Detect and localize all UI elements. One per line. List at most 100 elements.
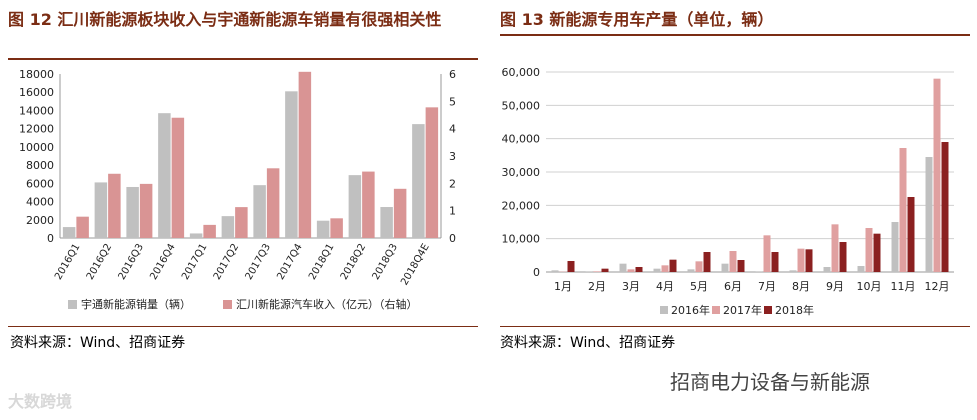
bar-2018: [771, 252, 779, 272]
bar-2017: [797, 248, 805, 272]
x-tick-label: 5月: [690, 280, 708, 293]
bar-2017: [933, 78, 941, 273]
x-tick-label: 2月: [588, 280, 606, 293]
bar-2017: [661, 265, 669, 272]
bar-inovance-revenue: [425, 107, 439, 238]
bar-yutong-sales: [348, 175, 362, 238]
legend-swatch-2018年: [764, 306, 772, 314]
bar-2016: [687, 269, 695, 272]
x-tick-label: 2018Q3: [371, 242, 400, 282]
bar-yutong-sales: [189, 233, 203, 238]
x-tick-label: 8月: [792, 280, 810, 293]
bar-inovance-revenue: [139, 183, 153, 238]
bar-yutong-sales: [221, 216, 235, 238]
bar-yutong-sales: [126, 186, 139, 238]
x-tick-label: 2016Q2: [85, 242, 114, 282]
y-tick-label: 20,000: [502, 199, 541, 212]
x-tick-label: 2018Q1: [307, 242, 336, 282]
bar-yutong-sales: [285, 91, 298, 238]
bar-2017: [899, 148, 907, 272]
y-left-tick-label: 10000: [19, 141, 54, 154]
y-tick-label: 30,000: [502, 166, 541, 179]
legend-swatch-2017年: [712, 306, 720, 314]
bar-inovance-revenue: [203, 224, 216, 238]
x-tick-label: 2016Q3: [117, 242, 146, 282]
bar-2018: [941, 142, 949, 272]
y-left-tick-label: 12000: [19, 123, 54, 136]
bar-2016: [585, 271, 593, 272]
x-tick-label: 9月: [826, 280, 844, 293]
x-tick-label: 2016Q1: [53, 242, 82, 282]
bar-2016: [891, 222, 899, 272]
figure13-bottom-rule: [500, 326, 970, 327]
y-left-tick-label: 6000: [26, 177, 54, 190]
figure13-title: 图 13 新能源专用车产量（单位，辆）: [500, 10, 774, 29]
x-tick-label: 11月: [891, 280, 916, 293]
bar-2018: [873, 233, 881, 272]
bar-yutong-sales: [253, 185, 266, 238]
bar-2016: [823, 267, 831, 272]
y-right-tick-label: 0: [449, 232, 456, 245]
bar-2018: [805, 249, 813, 272]
y-right-tick-label: 2: [449, 177, 456, 190]
bar-inovance-revenue: [266, 168, 280, 238]
x-tick-label: 7月: [758, 280, 776, 293]
x-tick-label: 2018Q4E: [399, 242, 432, 287]
y-right-tick-label: 6: [449, 68, 456, 81]
bar-yutong-sales: [94, 182, 108, 238]
watermark-left: 大数跨境: [8, 392, 73, 411]
bar-2016: [857, 266, 865, 272]
x-tick-label: 2016Q4: [148, 242, 177, 282]
y-left-tick-label: 18000: [19, 68, 54, 81]
bar-2018: [737, 260, 745, 272]
bar-2017: [729, 251, 737, 272]
legend-label: 2017年: [723, 303, 762, 317]
bar-2018: [703, 252, 711, 272]
bar-2017: [865, 228, 873, 272]
bar-2017: [627, 269, 635, 272]
legend-swatch-inovance: [223, 300, 232, 309]
bar-2018: [601, 268, 609, 272]
x-tick-label: 2018Q2: [339, 242, 368, 282]
y-left-tick-label: 16000: [19, 86, 54, 99]
bar-2016: [619, 263, 627, 272]
x-tick-label: 2017Q3: [244, 242, 273, 282]
bar-2017: [695, 261, 703, 272]
bar-yutong-sales: [316, 220, 330, 238]
y-right-tick-label: 1: [449, 205, 456, 218]
figure12-source: 资料来源：Wind、招商证券: [10, 335, 186, 351]
y-tick-label: 0: [533, 266, 540, 279]
bar-2018: [567, 261, 575, 272]
bar-yutong-sales: [158, 113, 171, 238]
bar-inovance-revenue: [330, 218, 343, 238]
x-tick-label: 4月: [656, 280, 674, 293]
y-right-tick-label: 3: [449, 150, 456, 163]
bar-yutong-sales: [380, 207, 393, 238]
x-tick-label: 1月: [554, 280, 572, 293]
bar-2016: [721, 263, 729, 272]
bar-yutong-sales: [62, 227, 76, 238]
bar-2016: [551, 270, 559, 272]
y-right-tick-label: 5: [449, 95, 456, 108]
bar-inovance-revenue: [171, 117, 185, 238]
legend-swatch-yutong: [68, 300, 77, 309]
bar-2017: [763, 235, 771, 272]
x-tick-label: 2017Q2: [212, 242, 241, 282]
legend-label-yutong: 宇通新能源销量（辆）: [81, 297, 191, 311]
y-tick-label: 40,000: [502, 133, 541, 146]
bar-2017: [831, 224, 839, 272]
bar-2016: [653, 268, 661, 272]
bar-inovance-revenue: [235, 207, 248, 238]
x-tick-label: 12月: [925, 280, 950, 293]
figure13-source: 资料来源：Wind、招商证券: [500, 335, 676, 351]
legend-swatch-2016年: [660, 306, 668, 314]
y-tick-label: 10,000: [502, 233, 541, 246]
y-left-tick-label: 2000: [26, 214, 54, 227]
bar-2018: [839, 242, 847, 272]
figure12-title-rule: [8, 58, 478, 60]
legend-label-inovance: 汇川新能源汽车收入（亿元）（右轴）: [236, 297, 418, 311]
figure12-chart: 0 2000 4000 6000 8000 10000 12000 14000 16000 180…: [19, 68, 456, 311]
legend-label: 2018年: [775, 303, 814, 317]
y-left-tick-label: 8000: [26, 159, 54, 172]
bar-yutong-sales: [412, 124, 425, 238]
